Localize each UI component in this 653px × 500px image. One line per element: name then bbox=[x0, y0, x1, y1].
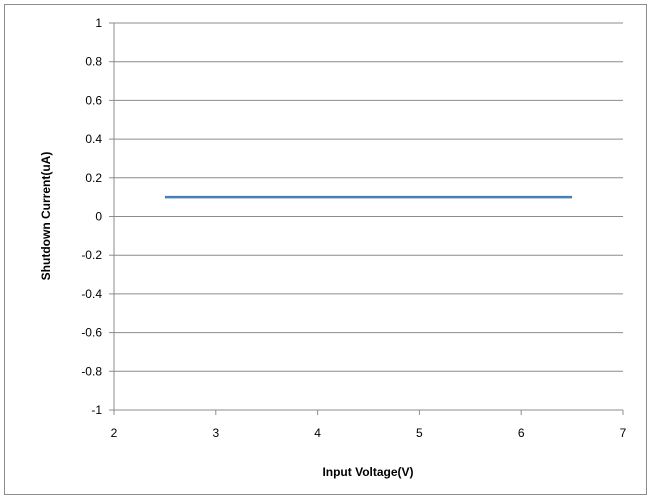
y-tick-label: -0.2 bbox=[81, 248, 102, 262]
y-tick-label: 0 bbox=[95, 210, 102, 224]
y-tick-label: 0.2 bbox=[85, 171, 102, 185]
x-tick-label: 4 bbox=[314, 426, 321, 440]
x-tick-label: 6 bbox=[518, 426, 525, 440]
y-tick-label: 0.4 bbox=[85, 132, 102, 146]
y-tick-labels: 1 0.8 0.6 0.4 0.2 0 -0.2 -0.4 -0.6 -0.8 -1 bbox=[81, 16, 102, 417]
x-axis-title: Input Voltage(V) bbox=[322, 465, 413, 479]
y-tick-label: 0.6 bbox=[85, 93, 102, 107]
x-tick-label: 2 bbox=[111, 426, 118, 440]
chart-frame bbox=[4, 4, 647, 495]
x-tick-label: 3 bbox=[212, 426, 219, 440]
y-tick-label: -1 bbox=[91, 403, 102, 417]
y-tick-label: -0.6 bbox=[81, 326, 102, 340]
x-tick-labels: 2 3 4 5 6 7 bbox=[111, 426, 627, 440]
x-tick-label: 7 bbox=[620, 426, 627, 440]
gridlines bbox=[114, 22, 623, 411]
y-axis-title: Shutdown Current(uA) bbox=[39, 152, 53, 281]
y-tick-label: -0.8 bbox=[81, 364, 102, 378]
y-tick-label: 1 bbox=[95, 16, 102, 30]
y-tick-label: 0.8 bbox=[85, 55, 102, 69]
x-tick-label: 5 bbox=[416, 426, 423, 440]
axes bbox=[109, 22, 624, 415]
y-tick-label: -0.4 bbox=[81, 287, 102, 301]
